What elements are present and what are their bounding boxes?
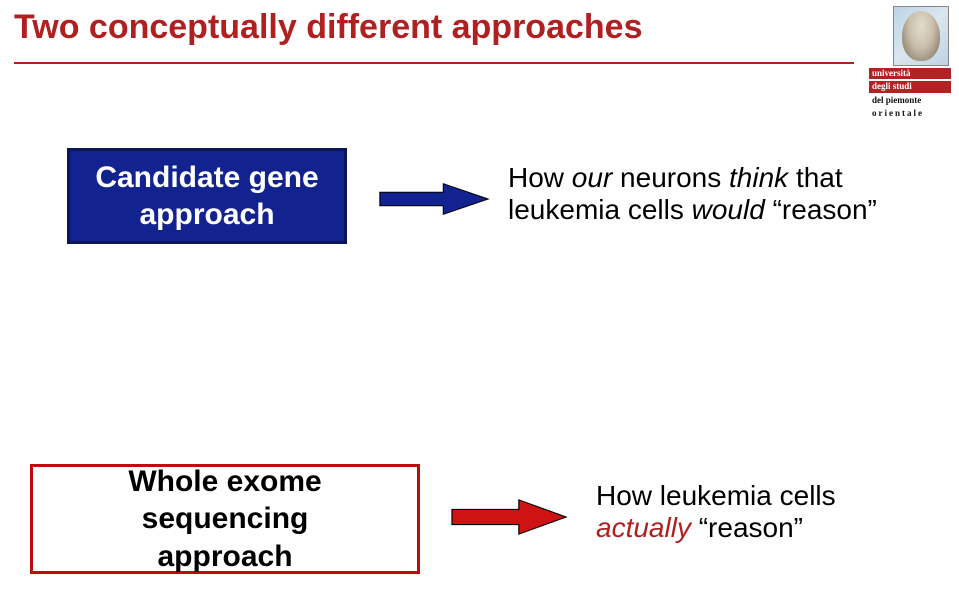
candidate-gene-box: Candidate gene approach — [67, 148, 347, 244]
logo-line-universita: università — [869, 68, 951, 79]
desc1-l2-post: “reason” — [765, 194, 877, 225]
whole-exome-description: How leukemia cells actually “reason” — [596, 480, 836, 544]
desc1-l1-mid: neurons — [612, 162, 729, 193]
box2-line1: Whole exome sequencing — [43, 463, 407, 538]
desc1-line1: How our neurons think that — [508, 162, 877, 194]
desc1-l2-pre: leukemia cells — [508, 194, 692, 225]
logo-line-piemonte: del piemonte — [869, 95, 951, 106]
desc1-l1-pre: How — [508, 162, 572, 193]
box2-line2: approach — [157, 538, 292, 576]
university-logo: università degli studi del piemonte orie… — [869, 6, 951, 120]
logo-portrait-icon — [893, 6, 949, 66]
desc1-l2-ital: would — [692, 194, 765, 225]
desc2-l2-ital: actually — [596, 512, 691, 543]
slide-title: Two conceptually different approaches — [14, 8, 643, 47]
desc2-line2: actually “reason” — [596, 512, 836, 544]
box1-line1: Candidate gene — [95, 159, 318, 197]
logo-line-studi: degli studi — [869, 81, 951, 92]
slide: Two conceptually different approaches un… — [0, 0, 959, 599]
box1-line2: approach — [139, 196, 274, 234]
logo-line-orientale: orientale — [869, 108, 951, 119]
desc1-l1-ital2: think — [729, 162, 788, 193]
desc2-line1: How leukemia cells — [596, 480, 836, 512]
desc1-l1-post: that — [788, 162, 842, 193]
desc1-line2: leukemia cells would “reason” — [508, 194, 877, 226]
candidate-gene-description: How our neurons think that leukemia cell… — [508, 162, 877, 226]
desc2-l2-post: “reason” — [691, 512, 803, 543]
desc1-l1-ital1: our — [572, 162, 612, 193]
arrow-right-icon — [450, 498, 568, 536]
arrow-right-icon — [378, 182, 490, 216]
whole-exome-box: Whole exome sequencing approach — [30, 464, 420, 574]
title-underline — [14, 62, 854, 64]
